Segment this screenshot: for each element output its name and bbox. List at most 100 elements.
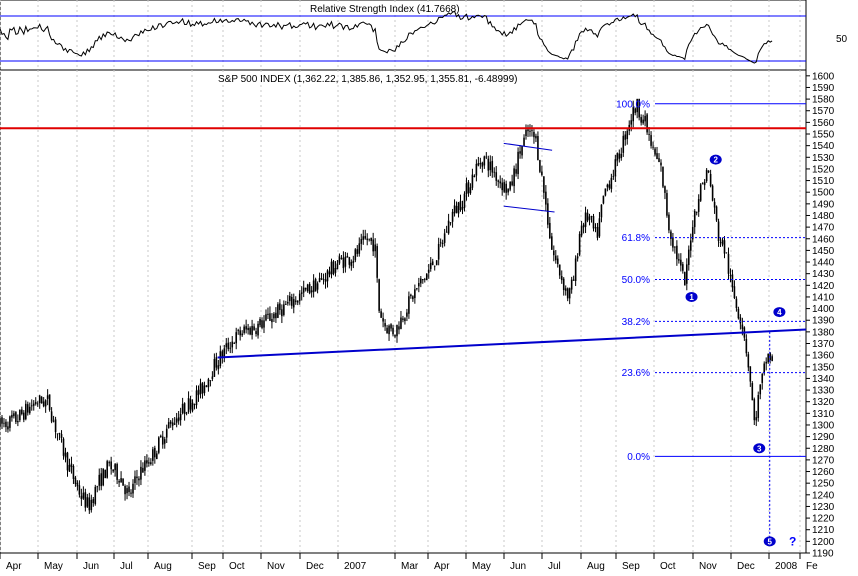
flag-upper-line: [503, 142, 553, 151]
price-bar-body: [217, 365, 220, 370]
price-bar-body: [420, 278, 422, 284]
price-bar-body: [102, 468, 105, 486]
price-bar-body: [86, 497, 89, 507]
price-bar-body: [527, 129, 529, 132]
price-bar-body: [338, 256, 341, 264]
price-bar-body: [211, 376, 214, 379]
y-tick-label: 1560: [812, 118, 835, 129]
price-bar-body: [195, 390, 198, 406]
price-bar-body: [713, 201, 716, 208]
price-bar-body: [84, 492, 87, 508]
price-bar-body: [263, 320, 265, 328]
price-bar-body: [380, 311, 382, 318]
fib-label: 23.6%: [622, 368, 650, 379]
price-bar-body: [616, 153, 619, 161]
price-bar-body: [144, 460, 146, 471]
wave-marker: [709, 154, 722, 165]
y-tick-label: 1550: [812, 130, 835, 141]
y-tick-label: 1220: [812, 514, 835, 525]
price-bar-body: [418, 283, 420, 287]
price-bar-body: [578, 233, 581, 255]
y-tick-label: 1380: [812, 327, 835, 338]
price-bar-body: [590, 216, 593, 218]
price-bar-body: [574, 258, 577, 281]
price-bar-body: [636, 98, 638, 113]
price-bar-body: [25, 403, 27, 420]
price-bar-body: [471, 174, 474, 188]
price-bar-body: [443, 233, 446, 243]
y-tick-label: 1480: [812, 211, 835, 222]
price-bar-body: [699, 184, 702, 201]
x-tick-label: Jun: [510, 561, 526, 571]
price-bar-body: [473, 175, 476, 178]
x-tick-label: Dec: [737, 561, 755, 571]
price-panel: 100.0% 61.8% 50.0% 38.2% 23.6% 0.0% 1 2 3 4 5 ? S…: [0, 69, 835, 560]
price-bar-body: [374, 244, 376, 252]
y-tick-label: 1210: [812, 525, 835, 536]
y-tick-label: 1300: [812, 420, 835, 431]
price-bar-body: [576, 256, 579, 259]
rsi-panel: Relative Strength Index (41.7668) 50: [0, 0, 848, 71]
price-bar-body: [487, 158, 490, 171]
price-bar-body: [558, 264, 561, 276]
price-bar-body: [150, 462, 152, 464]
y-tick-label: 1580: [812, 95, 835, 106]
price-bar-body: [56, 433, 59, 435]
price-bar-body: [334, 268, 337, 273]
price-bar-body: [255, 331, 257, 335]
price-bar-body: [306, 284, 309, 292]
price-bar-body: [44, 400, 47, 407]
wave-number: 3: [757, 444, 762, 453]
price-bar-body: [249, 327, 251, 335]
price-bar-body: [392, 327, 394, 335]
price-bar-body: [9, 416, 11, 428]
price-bar-body: [1, 417, 3, 424]
price-bar-body: [0, 418, 1, 427]
price-bar-body: [650, 135, 652, 146]
y-tick-label: 1360: [812, 351, 835, 362]
price-bar-body: [517, 151, 519, 175]
price-bar-body: [491, 160, 494, 173]
price-bar-body: [429, 262, 432, 270]
price-bar-body: [606, 184, 609, 188]
price-bar-body: [38, 395, 41, 404]
price-bar-body: [336, 263, 339, 270]
fib-label: 0.0%: [627, 452, 650, 463]
price-bar-body: [290, 296, 293, 306]
price-bar-body: [352, 260, 355, 263]
price-bar-body: [76, 482, 79, 487]
x-tick-label: Jul: [120, 561, 133, 571]
price-bar-body: [495, 172, 498, 181]
y-tick-label: 1320: [812, 397, 835, 408]
price-bar-body: [509, 181, 511, 190]
price-bar-body: [90, 499, 93, 511]
price-bar-body: [68, 464, 71, 472]
price-bar-body: [719, 242, 722, 244]
y-tick-label: 1390: [812, 316, 835, 327]
price-bar-body: [46, 395, 49, 399]
price-bar-body: [221, 351, 224, 358]
price-bar-body: [554, 255, 557, 261]
price-bar-body: [142, 467, 144, 473]
price-bar-body: [755, 417, 758, 421]
price-bar-body: [759, 384, 762, 395]
price-bar-body: [136, 476, 138, 479]
y-tick-label: 1430: [812, 269, 835, 280]
price-bar-body: [465, 183, 468, 194]
price-bar-body: [640, 117, 642, 123]
x-tick-label: Dec: [306, 561, 324, 571]
price-bar-body: [433, 265, 436, 267]
price-bar-body: [346, 255, 349, 258]
price-bar-body: [435, 260, 438, 266]
price-bar-body: [541, 171, 543, 175]
x-tick-label: May: [472, 561, 491, 571]
price-bar-body: [725, 252, 728, 254]
price-bar-body: [34, 402, 37, 404]
price-bar-body: [58, 432, 61, 434]
price-bar-body: [489, 161, 492, 171]
price-bar-body: [767, 353, 769, 363]
price-bar-body: [477, 163, 480, 166]
price-bar-body: [233, 343, 236, 345]
x-tick-label: Nov: [267, 561, 285, 571]
x-tick-label: Apr: [434, 561, 450, 571]
